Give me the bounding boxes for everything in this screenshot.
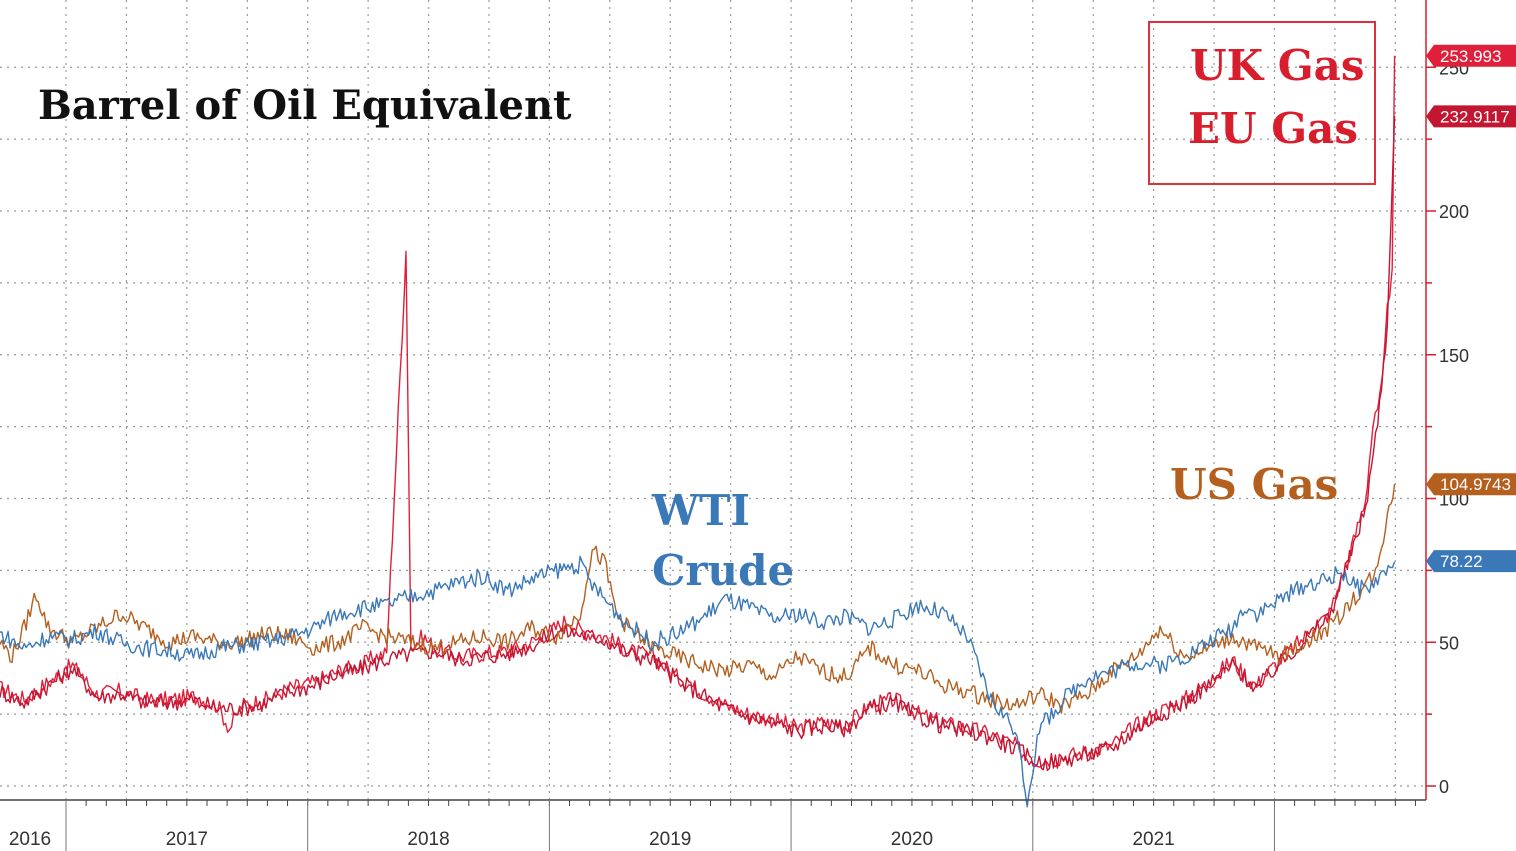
x-tick-label: 2019 (649, 829, 691, 850)
value-tag: 104.9743 (1426, 473, 1516, 496)
value-tag-label: 253.993 (1440, 47, 1501, 66)
value-tag-bg (1426, 550, 1516, 573)
value-tag-label: 232.9117 (1440, 107, 1510, 126)
chart-title: Barrel of Oil Equivalent (38, 82, 572, 129)
series-line-eu-gas (0, 116, 1396, 771)
value-tag: 253.993 (1426, 44, 1516, 67)
highlight-box (1148, 21, 1376, 185)
x-tick-label: 2017 (166, 829, 208, 850)
annotation-crude: Crude (652, 546, 795, 595)
series-layer (0, 55, 1396, 808)
annotation-uk-gas: UK Gas (1190, 41, 1365, 90)
x-tick-label: 2021 (1132, 829, 1174, 850)
x-tick-label: 2020 (891, 829, 933, 850)
value-tag-bg (1426, 44, 1516, 67)
grid (0, 0, 1426, 800)
value-tag: 232.9117 (1426, 105, 1516, 128)
y-tick-label: 200 (1439, 202, 1469, 222)
value-tag-label: 78.22 (1440, 552, 1483, 571)
value-tag-bg (1426, 473, 1516, 496)
value-tag-bg (1426, 105, 1516, 128)
x-tick-label: 2016 (9, 829, 51, 850)
last-value-tags: 253.993 232.9117 104.9743 78.22 (1426, 44, 1516, 573)
x-tick-label: 2018 (407, 829, 449, 850)
series-line-wti (0, 555, 1396, 808)
y-tick-label: 150 (1439, 346, 1469, 366)
value-tag-label: 104.9743 (1440, 475, 1511, 494)
value-tag: 78.22 (1426, 550, 1516, 573)
annotation-eu-gas: EU Gas (1188, 104, 1358, 153)
y-tick-label: 0 (1439, 777, 1449, 797)
annotation-wti: WTI (652, 486, 751, 535)
annotation-us-gas: US Gas (1170, 460, 1339, 509)
y-tick-label: 50 (1439, 633, 1459, 653)
